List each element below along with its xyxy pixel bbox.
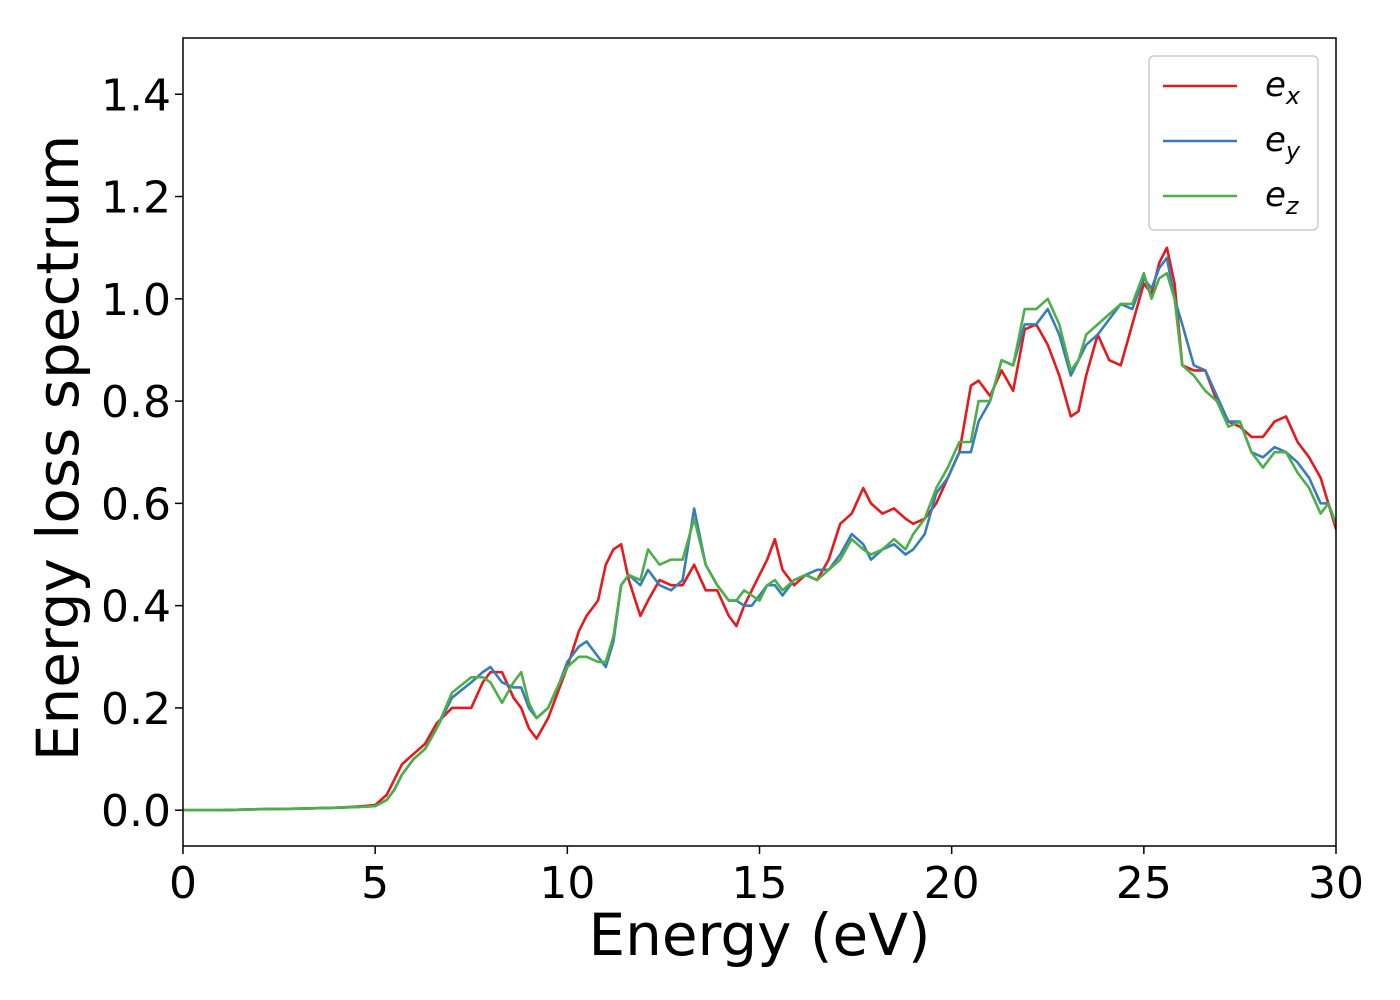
x-tick-label: 0: [169, 858, 197, 909]
series-line-y: [183, 256, 1336, 812]
y-tick-label: 0.2: [101, 684, 171, 735]
legend: ex ey ez: [1148, 55, 1319, 231]
x-tick-label: 10: [539, 858, 595, 909]
y-tick-label: 1.4: [101, 70, 171, 121]
legend-label-z: ez: [1265, 175, 1300, 220]
legend-box: [1148, 55, 1319, 231]
ticks-layer: 0 5 10 15 20 25 30 0.0 0.2 0.4 0.6 0.8 1.0 1.2 1.4: [101, 70, 1364, 909]
x-tick-label: 25: [1116, 858, 1172, 909]
legend-label-x: ex: [1265, 65, 1301, 110]
y-tick-label: 1.0: [101, 275, 171, 326]
x-tick-label: 5: [361, 858, 389, 909]
legend-label-y: ey: [1265, 120, 1301, 165]
y-tick-label: 1.2: [101, 173, 171, 224]
series-layer: [183, 246, 1336, 812]
x-tick-label: 30: [1308, 858, 1364, 909]
x-tick-label: 20: [924, 858, 980, 909]
series-line-x: [183, 246, 1336, 812]
y-tick-label: 0.4: [101, 582, 171, 633]
series-line-z: [183, 271, 1336, 812]
y-tick-label: 0.0: [101, 786, 171, 837]
y-tick-label: 0.8: [101, 377, 171, 428]
x-axis-title: Energy (eV): [588, 901, 930, 969]
y-axis-title: Energy loss spectrum: [24, 135, 92, 761]
x-tick-label: 15: [732, 858, 788, 909]
y-tick-label: 0.6: [101, 479, 171, 530]
